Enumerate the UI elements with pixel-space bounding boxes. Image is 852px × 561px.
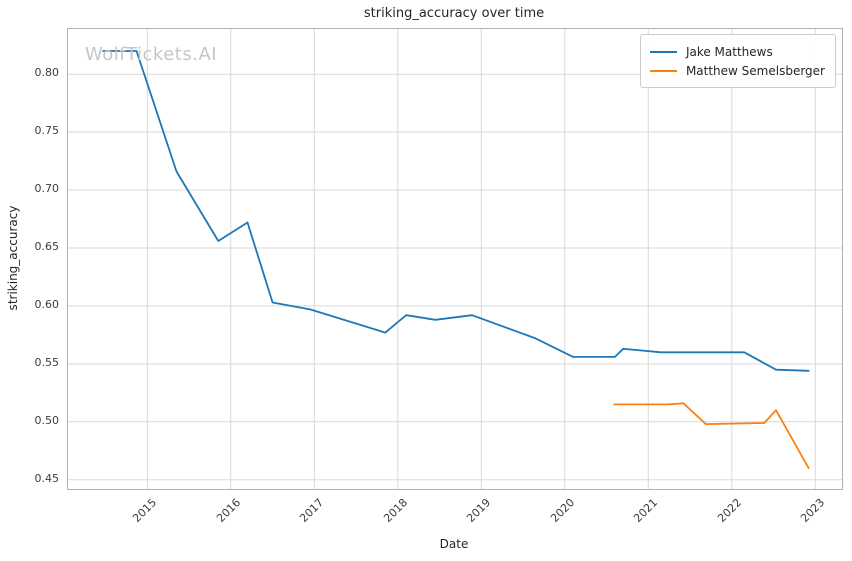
legend-item: Jake Matthews	[649, 42, 825, 61]
legend-label: Matthew Semelsberger	[685, 63, 825, 78]
legend-line-swatch	[649, 69, 677, 72]
y-tick-label: 0.80	[34, 66, 60, 80]
x-tick-label: 2018	[380, 496, 410, 525]
y-tick-label: 0.50	[34, 413, 60, 427]
y-tick-label: 0.45	[34, 471, 60, 485]
legend-item: Matthew Semelsberger	[649, 61, 825, 80]
y-tick-label: 0.75	[34, 124, 60, 138]
plot-canvas	[68, 29, 842, 489]
watermark: WolfTickets.AI	[85, 44, 218, 65]
x-tick-label: 2016	[214, 496, 244, 525]
y-tick-label: 0.65	[34, 239, 60, 253]
x-tick-label: 2021	[631, 496, 661, 525]
x-tick-label: 2022	[714, 496, 744, 525]
series-line-matthew-semelsberger	[613, 402, 810, 470]
x-tick-label: 2015	[130, 496, 160, 525]
legend: Jake Matthews Matthew Semelsberger	[639, 34, 836, 88]
y-axis-label: striking_accuracy	[6, 205, 20, 311]
x-axis-label: Date	[439, 537, 469, 551]
plot-area: WolfTickets.AI	[67, 28, 843, 490]
x-tick-label: 2019	[464, 496, 494, 525]
y-tick-label: 0.70	[34, 182, 60, 196]
legend-line-swatch	[649, 50, 677, 53]
x-tick-label: 2017	[297, 496, 327, 525]
x-tick-label: 2020	[547, 496, 577, 525]
y-tick-label: 0.60	[34, 297, 60, 311]
legend-label: Jake Matthews	[685, 44, 773, 59]
x-tick-label: 2023	[798, 496, 828, 525]
y-tick-label: 0.55	[34, 355, 60, 369]
chart-title: striking_accuracy over time	[363, 6, 545, 21]
series-line-jake-matthews	[102, 50, 810, 372]
